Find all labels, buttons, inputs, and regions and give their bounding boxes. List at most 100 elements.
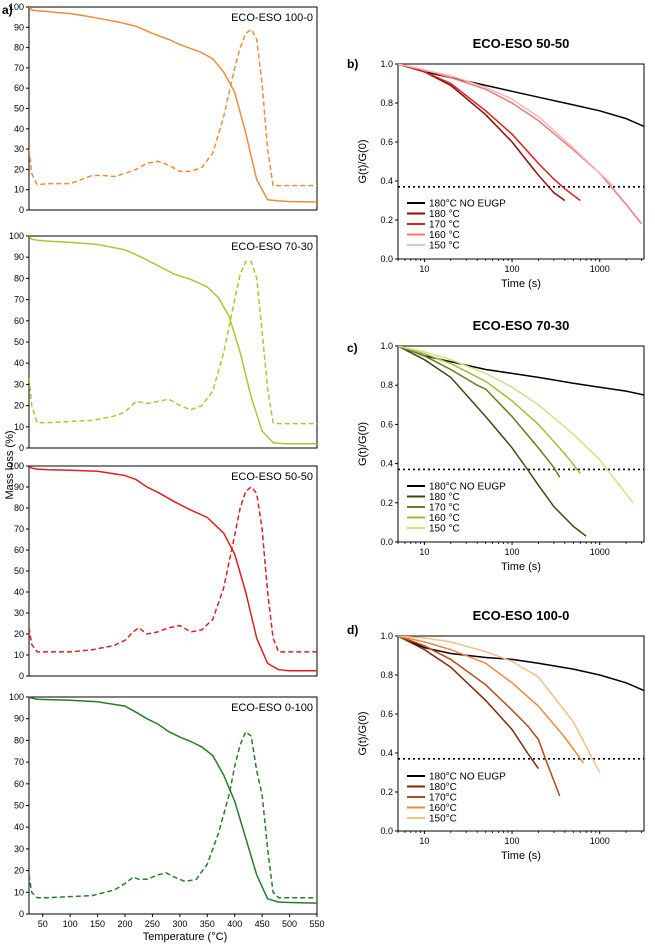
x-tick-label: 100	[505, 264, 520, 274]
series-line-180-c-no-eugp	[398, 64, 644, 128]
y-tick-label: 0.8	[380, 380, 393, 390]
legend-label: 150 °C	[429, 524, 460, 535]
y-tick-label: 50	[14, 566, 24, 576]
y-tick-label: 0.4	[380, 176, 393, 186]
chart-title: ECO-ESO 70-30	[473, 318, 570, 333]
y-tick-label: 0.0	[380, 537, 393, 547]
series-line-170-c	[398, 64, 581, 202]
plot-frame	[28, 696, 318, 915]
y-tick-label: 80	[14, 735, 24, 745]
y-tick-label: 60	[14, 545, 24, 555]
chart-tga4: 0 10 20 30 40 50 60 70 80 90 100 50 100 150 200 250 300 3…	[9, 692, 325, 929]
y-axis-label: G(t)/G(0)	[357, 712, 369, 756]
y-tick-label: 0.0	[380, 254, 393, 264]
panel-label-b: b)	[347, 57, 358, 71]
legend-label: 160°C	[429, 803, 457, 814]
y-tick-label: 90	[14, 714, 24, 724]
x-tick-label: 200	[117, 919, 132, 929]
legend-label: 180 °C	[429, 492, 460, 503]
y-tick-label: 1.0	[380, 341, 393, 351]
x-tick-label: 150	[90, 919, 105, 929]
chart-title: ECO-ESO 50-50	[473, 36, 570, 51]
y-tick-label: 1.0	[380, 631, 393, 641]
y-tick-label: 0.4	[380, 748, 393, 758]
y-tick-label: 0	[19, 205, 24, 215]
y-tick-label: 90	[14, 252, 24, 262]
legend-label: 180°C NO EUGP	[429, 199, 506, 210]
x-tick-label: 450	[255, 919, 270, 929]
y-tick-label: 0.4	[380, 459, 393, 469]
y-axis-label: G(t)/G(0)	[357, 140, 369, 184]
y-tick-label: 10	[14, 887, 24, 897]
y-tick-label: 60	[14, 316, 24, 326]
x-axis-label: Time (s)	[501, 850, 541, 862]
chart-title: ECO-ESO 0-100	[231, 702, 313, 714]
panel-label-c: c)	[347, 341, 358, 355]
y-tick-label: 0.8	[380, 670, 393, 680]
chart-rel_c: 0.0 0.2 0.4 0.6 0.8 1.0 10 100 1000 ECO-ESO 70-30…	[357, 318, 645, 573]
legend-label: 180°C NO EUGP	[429, 772, 506, 783]
series-line-180-c-no-eugp	[398, 636, 644, 692]
x-tick-label: 50	[38, 919, 48, 929]
y-tick-label: 30	[14, 844, 24, 854]
y-tick-label: 70	[14, 63, 24, 73]
y-tick-label: 50	[14, 337, 24, 347]
chart-title: ECO-ESO 70-30	[231, 241, 313, 253]
series-line-180-c	[398, 346, 587, 537]
y-tick-label: 0.0	[380, 826, 393, 836]
y-tick-label: 10	[14, 650, 24, 660]
chart-rel_b: 0.0 0.2 0.4 0.6 0.8 1.0 10 100 1000 ECO-ESO 50-50…	[357, 36, 645, 290]
y-tick-label: 0.6	[380, 137, 393, 147]
y-tick-label: 0	[19, 909, 24, 919]
plot-frame	[28, 235, 318, 449]
x-tick-label: 10	[419, 547, 429, 557]
legend-label: 150°C	[429, 814, 457, 825]
y-tick-label: 40	[14, 587, 24, 597]
legend-label: 150 °C	[429, 241, 460, 252]
series-line-derivative	[29, 260, 317, 425]
series-line-180-c	[398, 636, 540, 770]
y-tick-label: 20	[14, 401, 24, 411]
y-tick-label: 10	[14, 185, 24, 195]
y-tick-label: 70	[14, 295, 24, 305]
panel-label-d: d)	[347, 623, 358, 637]
series-line-150-c	[398, 636, 601, 773]
x-tick-label: 1000	[590, 836, 610, 846]
y-tick-label: 80	[14, 43, 24, 53]
chart-rel_d: 0.0 0.2 0.4 0.6 0.8 1.0 10 100 1000 ECO-ESO 100-0…	[357, 608, 645, 862]
y-tick-label: 50	[14, 104, 24, 114]
series-line-180-c-no-eugp	[398, 346, 644, 396]
plot-frame	[28, 465, 318, 677]
series-line-mass	[29, 697, 317, 904]
x-tick-label: 10	[419, 264, 429, 274]
series-line-mass	[29, 7, 317, 203]
y-tick-label: 30	[14, 379, 24, 389]
y-tick-label: 0.6	[380, 419, 393, 429]
y-tick-label: 0.6	[380, 709, 393, 719]
x-tick-label: 400	[227, 919, 242, 929]
series-line-derivative	[29, 730, 317, 899]
y-tick-label: 20	[14, 866, 24, 876]
x-tick-label: 100	[505, 836, 520, 846]
y-tick-label: 1.0	[380, 59, 393, 69]
y-tick-label: 80	[14, 273, 24, 283]
y-tick-label: 20	[14, 629, 24, 639]
y-tick-label: 0.2	[380, 215, 393, 225]
legend-label: 170 °C	[429, 220, 460, 231]
y-tick-label: 100	[9, 461, 24, 471]
series-line-150-c	[398, 64, 614, 186]
y-tick-label: 0.8	[380, 98, 393, 108]
panel-label-a: a)	[2, 3, 13, 17]
x-tick-label: 10	[419, 836, 429, 846]
legend-label: 180°C	[429, 782, 457, 793]
plot-frame	[397, 635, 645, 832]
y-tick-label: 10	[14, 422, 24, 432]
plot-frame	[397, 63, 645, 260]
series-line-mass	[29, 236, 317, 445]
legend-label: 180°C NO EUGP	[429, 482, 506, 493]
x-tick-label: 1000	[590, 264, 610, 274]
